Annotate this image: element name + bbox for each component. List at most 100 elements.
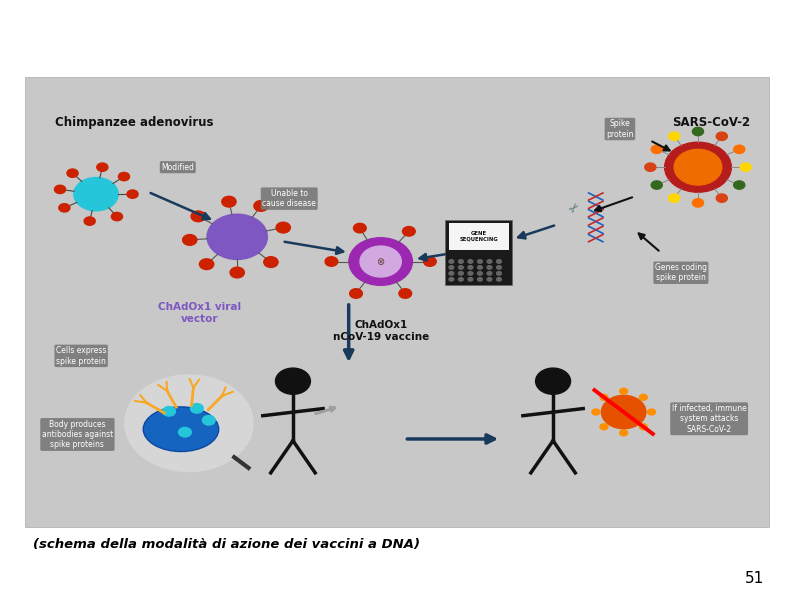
Circle shape	[592, 409, 599, 415]
Circle shape	[230, 267, 245, 278]
FancyBboxPatch shape	[449, 223, 508, 250]
Circle shape	[692, 127, 703, 136]
Circle shape	[619, 430, 627, 436]
Circle shape	[125, 375, 252, 471]
Circle shape	[449, 277, 453, 281]
Circle shape	[487, 271, 491, 275]
Circle shape	[468, 265, 472, 269]
Circle shape	[734, 181, 745, 189]
Text: Body produces
antibodies against
spike proteins: Body produces antibodies against spike p…	[42, 419, 113, 449]
Circle shape	[349, 238, 412, 286]
Circle shape	[449, 265, 453, 269]
Circle shape	[458, 265, 463, 269]
Circle shape	[477, 277, 482, 281]
Text: (schema della modalità di azione dei vaccini a DNA): (schema della modalità di azione dei vac…	[33, 538, 420, 551]
Circle shape	[59, 203, 70, 212]
Circle shape	[207, 214, 268, 259]
Circle shape	[264, 256, 278, 267]
Circle shape	[74, 177, 118, 211]
Circle shape	[254, 201, 268, 211]
FancyBboxPatch shape	[25, 77, 769, 527]
Circle shape	[118, 173, 129, 181]
Circle shape	[360, 246, 401, 277]
Text: If infected, immune
system attacks
SARS-CoV-2: If infected, immune system attacks SARS-…	[672, 404, 746, 434]
Text: Chimpanzee adenovirus: Chimpanzee adenovirus	[55, 116, 214, 129]
Circle shape	[692, 199, 703, 207]
Circle shape	[458, 277, 463, 281]
Circle shape	[619, 388, 627, 394]
Circle shape	[449, 259, 453, 263]
Circle shape	[222, 196, 236, 207]
Circle shape	[349, 289, 362, 298]
Circle shape	[496, 271, 501, 275]
Circle shape	[716, 132, 727, 140]
Circle shape	[127, 190, 138, 198]
Circle shape	[111, 212, 122, 221]
Circle shape	[487, 277, 491, 281]
Circle shape	[651, 181, 662, 189]
Circle shape	[191, 403, 203, 413]
Circle shape	[496, 265, 501, 269]
Text: ChAdOx1
nCoV-19 vaccine: ChAdOx1 nCoV-19 vaccine	[333, 320, 429, 342]
Text: ✂: ✂	[567, 200, 584, 217]
Circle shape	[496, 277, 501, 281]
Circle shape	[468, 259, 472, 263]
Circle shape	[496, 259, 501, 263]
Circle shape	[179, 427, 191, 437]
Circle shape	[183, 234, 197, 245]
Circle shape	[601, 395, 646, 428]
Text: ChAdOx1 viral
vector: ChAdOx1 viral vector	[159, 302, 241, 324]
Ellipse shape	[143, 407, 218, 452]
Text: Modified: Modified	[161, 162, 195, 172]
Circle shape	[458, 271, 463, 275]
Circle shape	[740, 163, 751, 171]
Circle shape	[191, 211, 206, 222]
Circle shape	[458, 259, 463, 263]
Circle shape	[487, 265, 491, 269]
Circle shape	[669, 132, 680, 140]
Circle shape	[163, 406, 175, 416]
Circle shape	[665, 142, 731, 192]
Text: Genes coding
spike protein: Genes coding spike protein	[655, 263, 707, 283]
Circle shape	[55, 185, 66, 193]
Circle shape	[674, 149, 722, 185]
Circle shape	[403, 227, 415, 236]
Circle shape	[536, 368, 571, 394]
Text: GENE
SEQUENCING: GENE SEQUENCING	[460, 231, 498, 242]
Circle shape	[716, 194, 727, 202]
Circle shape	[734, 145, 745, 154]
Circle shape	[468, 271, 472, 275]
Circle shape	[202, 415, 215, 425]
Circle shape	[639, 394, 647, 400]
Circle shape	[84, 217, 95, 226]
Circle shape	[276, 368, 310, 394]
Circle shape	[487, 259, 491, 263]
Circle shape	[477, 259, 482, 263]
Circle shape	[477, 265, 482, 269]
Text: Spike
protein: Spike protein	[606, 120, 634, 139]
Circle shape	[325, 257, 337, 267]
Text: 51: 51	[745, 571, 764, 586]
Text: SARS-CoV-2: SARS-CoV-2	[672, 116, 750, 129]
Circle shape	[199, 259, 214, 270]
Circle shape	[97, 163, 108, 171]
Circle shape	[399, 289, 411, 298]
Circle shape	[669, 194, 680, 202]
FancyBboxPatch shape	[445, 220, 512, 285]
Circle shape	[67, 169, 78, 177]
Text: ⊗: ⊗	[376, 256, 385, 267]
Circle shape	[449, 271, 453, 275]
Circle shape	[477, 271, 482, 275]
Circle shape	[600, 394, 608, 400]
Text: Cells express
spike protein: Cells express spike protein	[56, 346, 106, 365]
Circle shape	[639, 424, 647, 430]
Circle shape	[647, 409, 655, 415]
Circle shape	[353, 223, 366, 233]
Circle shape	[468, 277, 472, 281]
Circle shape	[600, 424, 608, 430]
Circle shape	[276, 222, 291, 233]
Circle shape	[423, 257, 436, 267]
Circle shape	[651, 145, 662, 154]
Circle shape	[645, 163, 656, 171]
Text: Unable to
cause disease: Unable to cause disease	[262, 189, 316, 208]
